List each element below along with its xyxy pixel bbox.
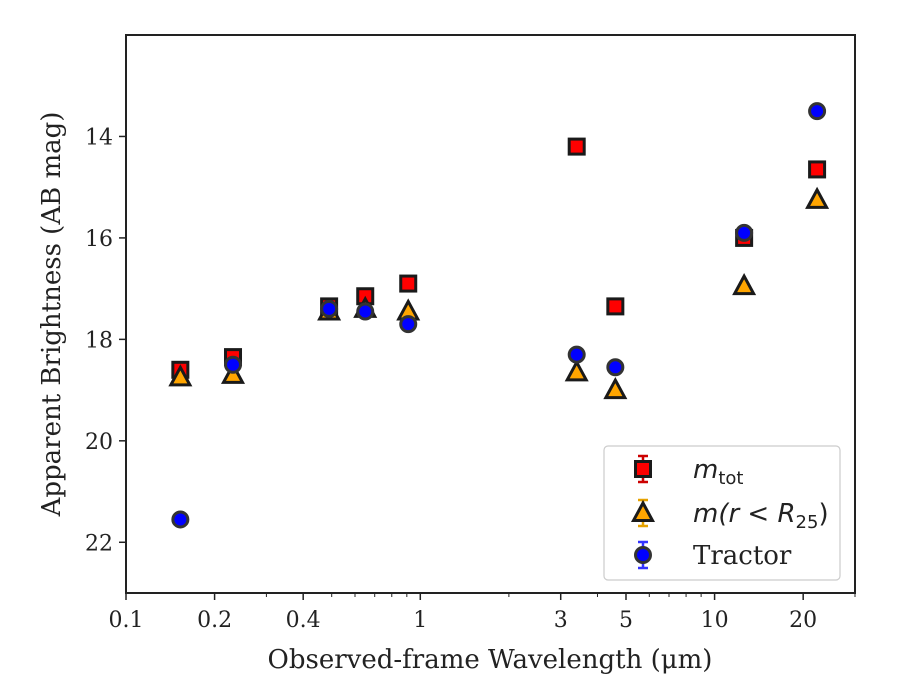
data-point-circle (171, 510, 190, 529)
legend-marker-square (634, 460, 652, 478)
legend-marker-circle (634, 546, 652, 564)
legend: mtot m(r < R25) Tractor (603, 445, 841, 581)
y-tick-label: 18 (85, 328, 113, 353)
data-point-circle (224, 355, 243, 374)
data-point-circle (320, 299, 339, 318)
y-tick-label: 14 (85, 125, 113, 150)
data-point-square (567, 137, 586, 156)
y-tick-label: 16 (85, 227, 113, 252)
series-square-group (171, 137, 827, 379)
series-circle-group (171, 102, 827, 529)
y-tick-label: 20 (85, 430, 113, 455)
data-point-triangle (732, 272, 757, 296)
plot-frame (125, 34, 856, 594)
x-tick-label: 0.1 (109, 608, 144, 633)
x-tick-label: 0.4 (286, 608, 321, 633)
x-tick-label: 3 (554, 608, 568, 633)
series-triangle-group (168, 186, 830, 400)
data-point-triangle (805, 186, 830, 209)
axis-ticks: 0.1 0.2 0.4 1 3 5 10 20 14 16 18 20 22 (85, 125, 856, 633)
x-tick-label: 5 (619, 608, 633, 633)
data-point-circle (399, 315, 418, 334)
y-axis-label: Apparent Brightness (AB mag) (37, 112, 67, 518)
data-point-circle (735, 223, 754, 242)
plot-area (168, 102, 830, 529)
legend-entry: Tractor (634, 540, 792, 571)
legend-entry: m(r < R25) (630, 498, 829, 533)
data-point-circle (808, 102, 827, 121)
data-point-circle (356, 302, 375, 321)
data-point-circle (606, 358, 625, 377)
data-point-circle (567, 345, 586, 364)
data-point-triangle (564, 359, 589, 382)
data-point-triangle (603, 376, 628, 400)
x-tick-label: 10 (701, 608, 729, 633)
x-axis-label: Observed-frame Wavelength (μm) (268, 645, 713, 675)
legend-marker-triangle (630, 499, 656, 522)
x-tick-label: 1 (413, 608, 427, 633)
data-point-square (399, 274, 418, 293)
data-point-triangle (168, 364, 193, 387)
x-tick-label: 0.2 (197, 608, 232, 633)
legend-label: m(r < R25) (693, 499, 829, 533)
legend-box (603, 445, 841, 581)
legend-label: Tractor (693, 541, 792, 571)
legend-entry: mtot (634, 454, 743, 489)
data-point-square (808, 160, 827, 179)
x-tick-label: 20 (789, 608, 817, 633)
y-tick-label: 22 (85, 531, 113, 556)
legend-label: mtot (693, 455, 743, 489)
data-point-square (606, 297, 625, 316)
